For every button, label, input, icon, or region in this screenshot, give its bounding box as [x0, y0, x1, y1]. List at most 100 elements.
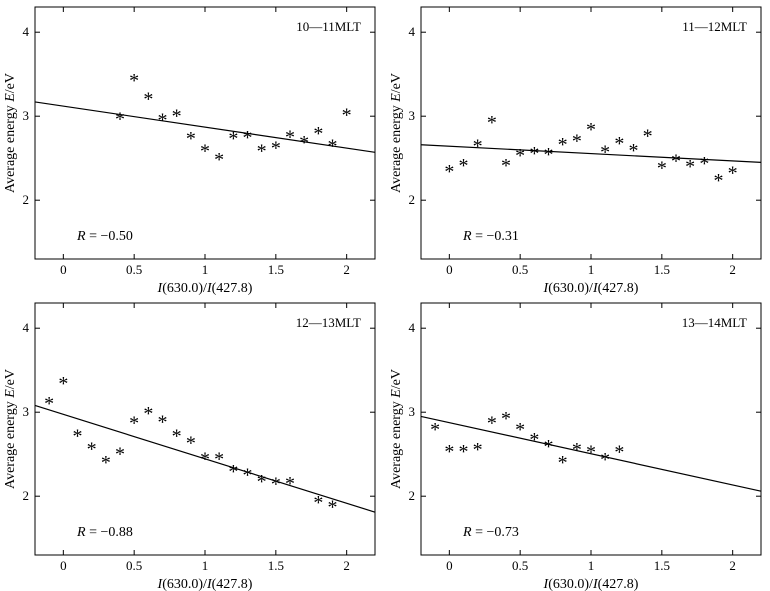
data-point: *	[515, 145, 525, 167]
label-part: (427.8)	[598, 577, 639, 591]
x-axis-title: I(630.0)/I(427.8)	[157, 281, 253, 296]
data-point: *	[257, 141, 267, 163]
x-tick-label: 1.5	[654, 262, 670, 277]
r-value: = −0.50	[86, 229, 133, 244]
r-value: = −0.73	[472, 525, 519, 540]
axes-frame	[420, 302, 762, 556]
correlation-label: R = −0.50	[76, 229, 133, 244]
x-tick-label: 2	[343, 262, 350, 277]
label-part: (630.0)/	[162, 577, 207, 591]
x-tick-label: 1	[588, 558, 595, 573]
label-part: Average energy	[3, 398, 18, 489]
r-symbol: R	[462, 525, 472, 540]
regression-line	[34, 404, 376, 513]
data-point: *	[473, 439, 483, 461]
label-part: (630.0)/	[548, 281, 593, 296]
y-tick-label: 2	[23, 488, 30, 503]
data-point: *	[313, 123, 323, 145]
label-part: (427.8)	[598, 281, 639, 296]
axes-frame	[34, 302, 376, 556]
data-point: *	[44, 393, 54, 415]
label-part: (427.8)	[212, 281, 253, 296]
x-tick-label: 0.5	[126, 558, 142, 573]
data-point: *	[257, 471, 267, 493]
label-part: /eV	[389, 369, 404, 389]
data-point: *	[487, 112, 497, 134]
data-point: *	[143, 403, 153, 425]
data-point: *	[200, 141, 210, 163]
x-tick-label: 0	[60, 262, 67, 277]
data-point: *	[558, 452, 568, 474]
data-point: *	[214, 448, 224, 470]
panel-label: 12—13MLT	[296, 315, 361, 330]
data-point: *	[186, 128, 196, 150]
data-point: *	[115, 443, 125, 465]
x-tick-label: 1.5	[268, 558, 284, 573]
data-point: *	[129, 70, 139, 92]
label-part: I	[157, 281, 164, 296]
regression-line	[34, 101, 376, 153]
data-point: *	[473, 136, 483, 158]
data-point: *	[487, 412, 497, 434]
y-tick-label: 4	[23, 320, 30, 335]
data-point: *	[158, 411, 168, 433]
data-point: *	[172, 105, 182, 127]
data-point: *	[544, 436, 554, 458]
data-point: *	[313, 492, 323, 514]
data-point: *	[614, 442, 624, 464]
y-tick-label: 4	[23, 24, 30, 39]
label-part: E	[3, 93, 18, 103]
data-point: *	[671, 151, 681, 173]
data-point: *	[501, 155, 511, 177]
label-part: Average energy	[389, 398, 404, 489]
data-point: *	[200, 448, 210, 470]
x-tick-label: 0.5	[126, 262, 142, 277]
x-tick-label: 0	[60, 558, 67, 573]
data-point: *	[600, 449, 610, 471]
data-point: *	[129, 412, 139, 434]
data-point: *	[629, 140, 639, 162]
y-axis-title: Average energy E/eV	[3, 73, 18, 193]
x-axis-title: I(630.0)/I(427.8)	[157, 577, 253, 591]
data-point: *	[186, 432, 196, 454]
x-tick-label: 0	[446, 262, 453, 277]
data-point: *	[600, 141, 610, 163]
label-part: Average energy	[3, 102, 18, 193]
correlation-label: R = −0.73	[462, 525, 519, 540]
data-point: *	[342, 105, 352, 127]
data-point: *	[430, 419, 440, 441]
data-point: *	[158, 110, 168, 132]
data-point: *	[515, 419, 525, 441]
correlation-label: R = −0.31	[462, 229, 519, 244]
data-point: *	[172, 426, 182, 448]
x-axis-title: I(630.0)/I(427.8)	[543, 577, 639, 591]
data-point: *	[285, 473, 295, 495]
label-part: /eV	[3, 369, 18, 389]
panel-label: 11—12MLT	[682, 19, 747, 34]
data-point: *	[115, 109, 125, 131]
y-axis-title: Average energy E/eV	[389, 369, 404, 489]
x-tick-label: 2	[729, 262, 736, 277]
data-point: *	[299, 132, 309, 154]
y-tick-label: 3	[23, 404, 30, 419]
data-point: *	[101, 452, 111, 474]
regression-line	[420, 144, 762, 163]
data-point: *	[586, 119, 596, 141]
label-part: /eV	[3, 73, 18, 93]
r-symbol: R	[76, 525, 86, 540]
label-part: Average energy	[389, 102, 404, 193]
data-point: *	[459, 155, 469, 177]
data-point: *	[544, 144, 554, 166]
data-point: *	[73, 426, 83, 448]
label-part: I	[543, 577, 550, 591]
data-point: *	[444, 441, 454, 463]
data-point: *	[87, 438, 97, 460]
y-tick-label: 4	[409, 24, 416, 39]
data-point: *	[143, 89, 153, 111]
data-point: *	[58, 373, 68, 395]
x-tick-label: 1	[202, 262, 209, 277]
label-part: I	[543, 281, 550, 296]
